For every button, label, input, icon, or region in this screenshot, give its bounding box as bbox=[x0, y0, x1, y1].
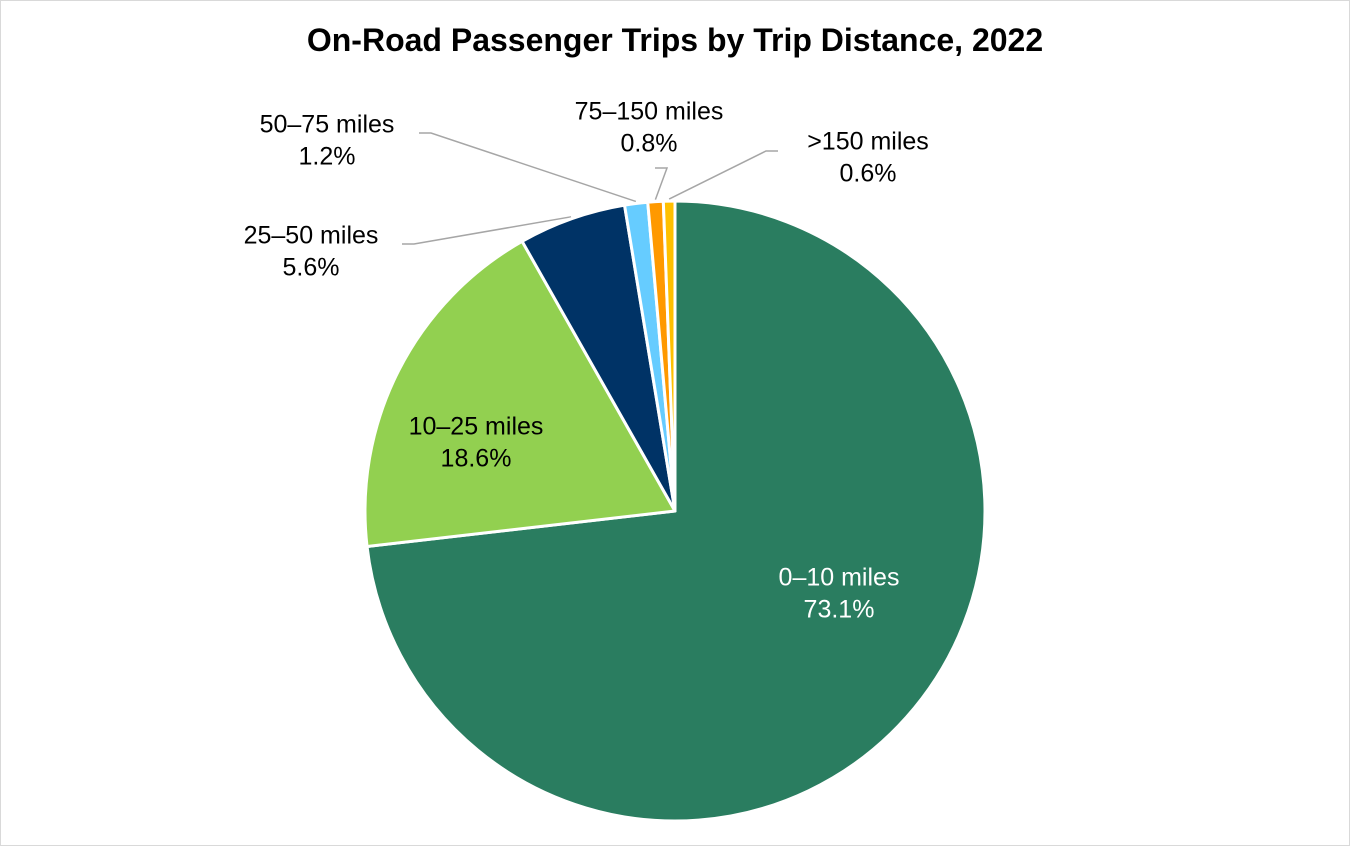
slice-category-label: 25–50 miles bbox=[244, 222, 379, 250]
chart-title: On-Road Passenger Trips by Trip Distance… bbox=[306, 22, 1044, 58]
slice-category-label: >150 miles bbox=[807, 128, 929, 156]
slice-category-label: 75–150 miles bbox=[575, 98, 724, 126]
pie-slice-over-150-miles bbox=[661, 199, 677, 513]
leader-line-75-150-miles bbox=[654, 167, 669, 200]
pie-slice-10-25-miles bbox=[363, 239, 677, 549]
slice-value-label: 5.6% bbox=[283, 254, 340, 282]
leader-line-50-75-miles bbox=[419, 132, 637, 203]
leader-line-25-50-miles bbox=[402, 216, 572, 245]
slice-value-label: 0.6% bbox=[840, 160, 897, 188]
leader-line-over-150-miles bbox=[668, 150, 778, 200]
slice-value-label: 73.1% bbox=[804, 596, 875, 624]
slice-value-label: 0.8% bbox=[621, 130, 678, 158]
slice-category-label: 10–25 miles bbox=[409, 413, 544, 441]
slice-value-label: 1.2% bbox=[299, 143, 356, 171]
slice-category-label: 50–75 miles bbox=[260, 111, 395, 139]
slice-value-label: 18.6% bbox=[441, 445, 512, 473]
slice-category-label: 0–10 miles bbox=[779, 564, 900, 592]
